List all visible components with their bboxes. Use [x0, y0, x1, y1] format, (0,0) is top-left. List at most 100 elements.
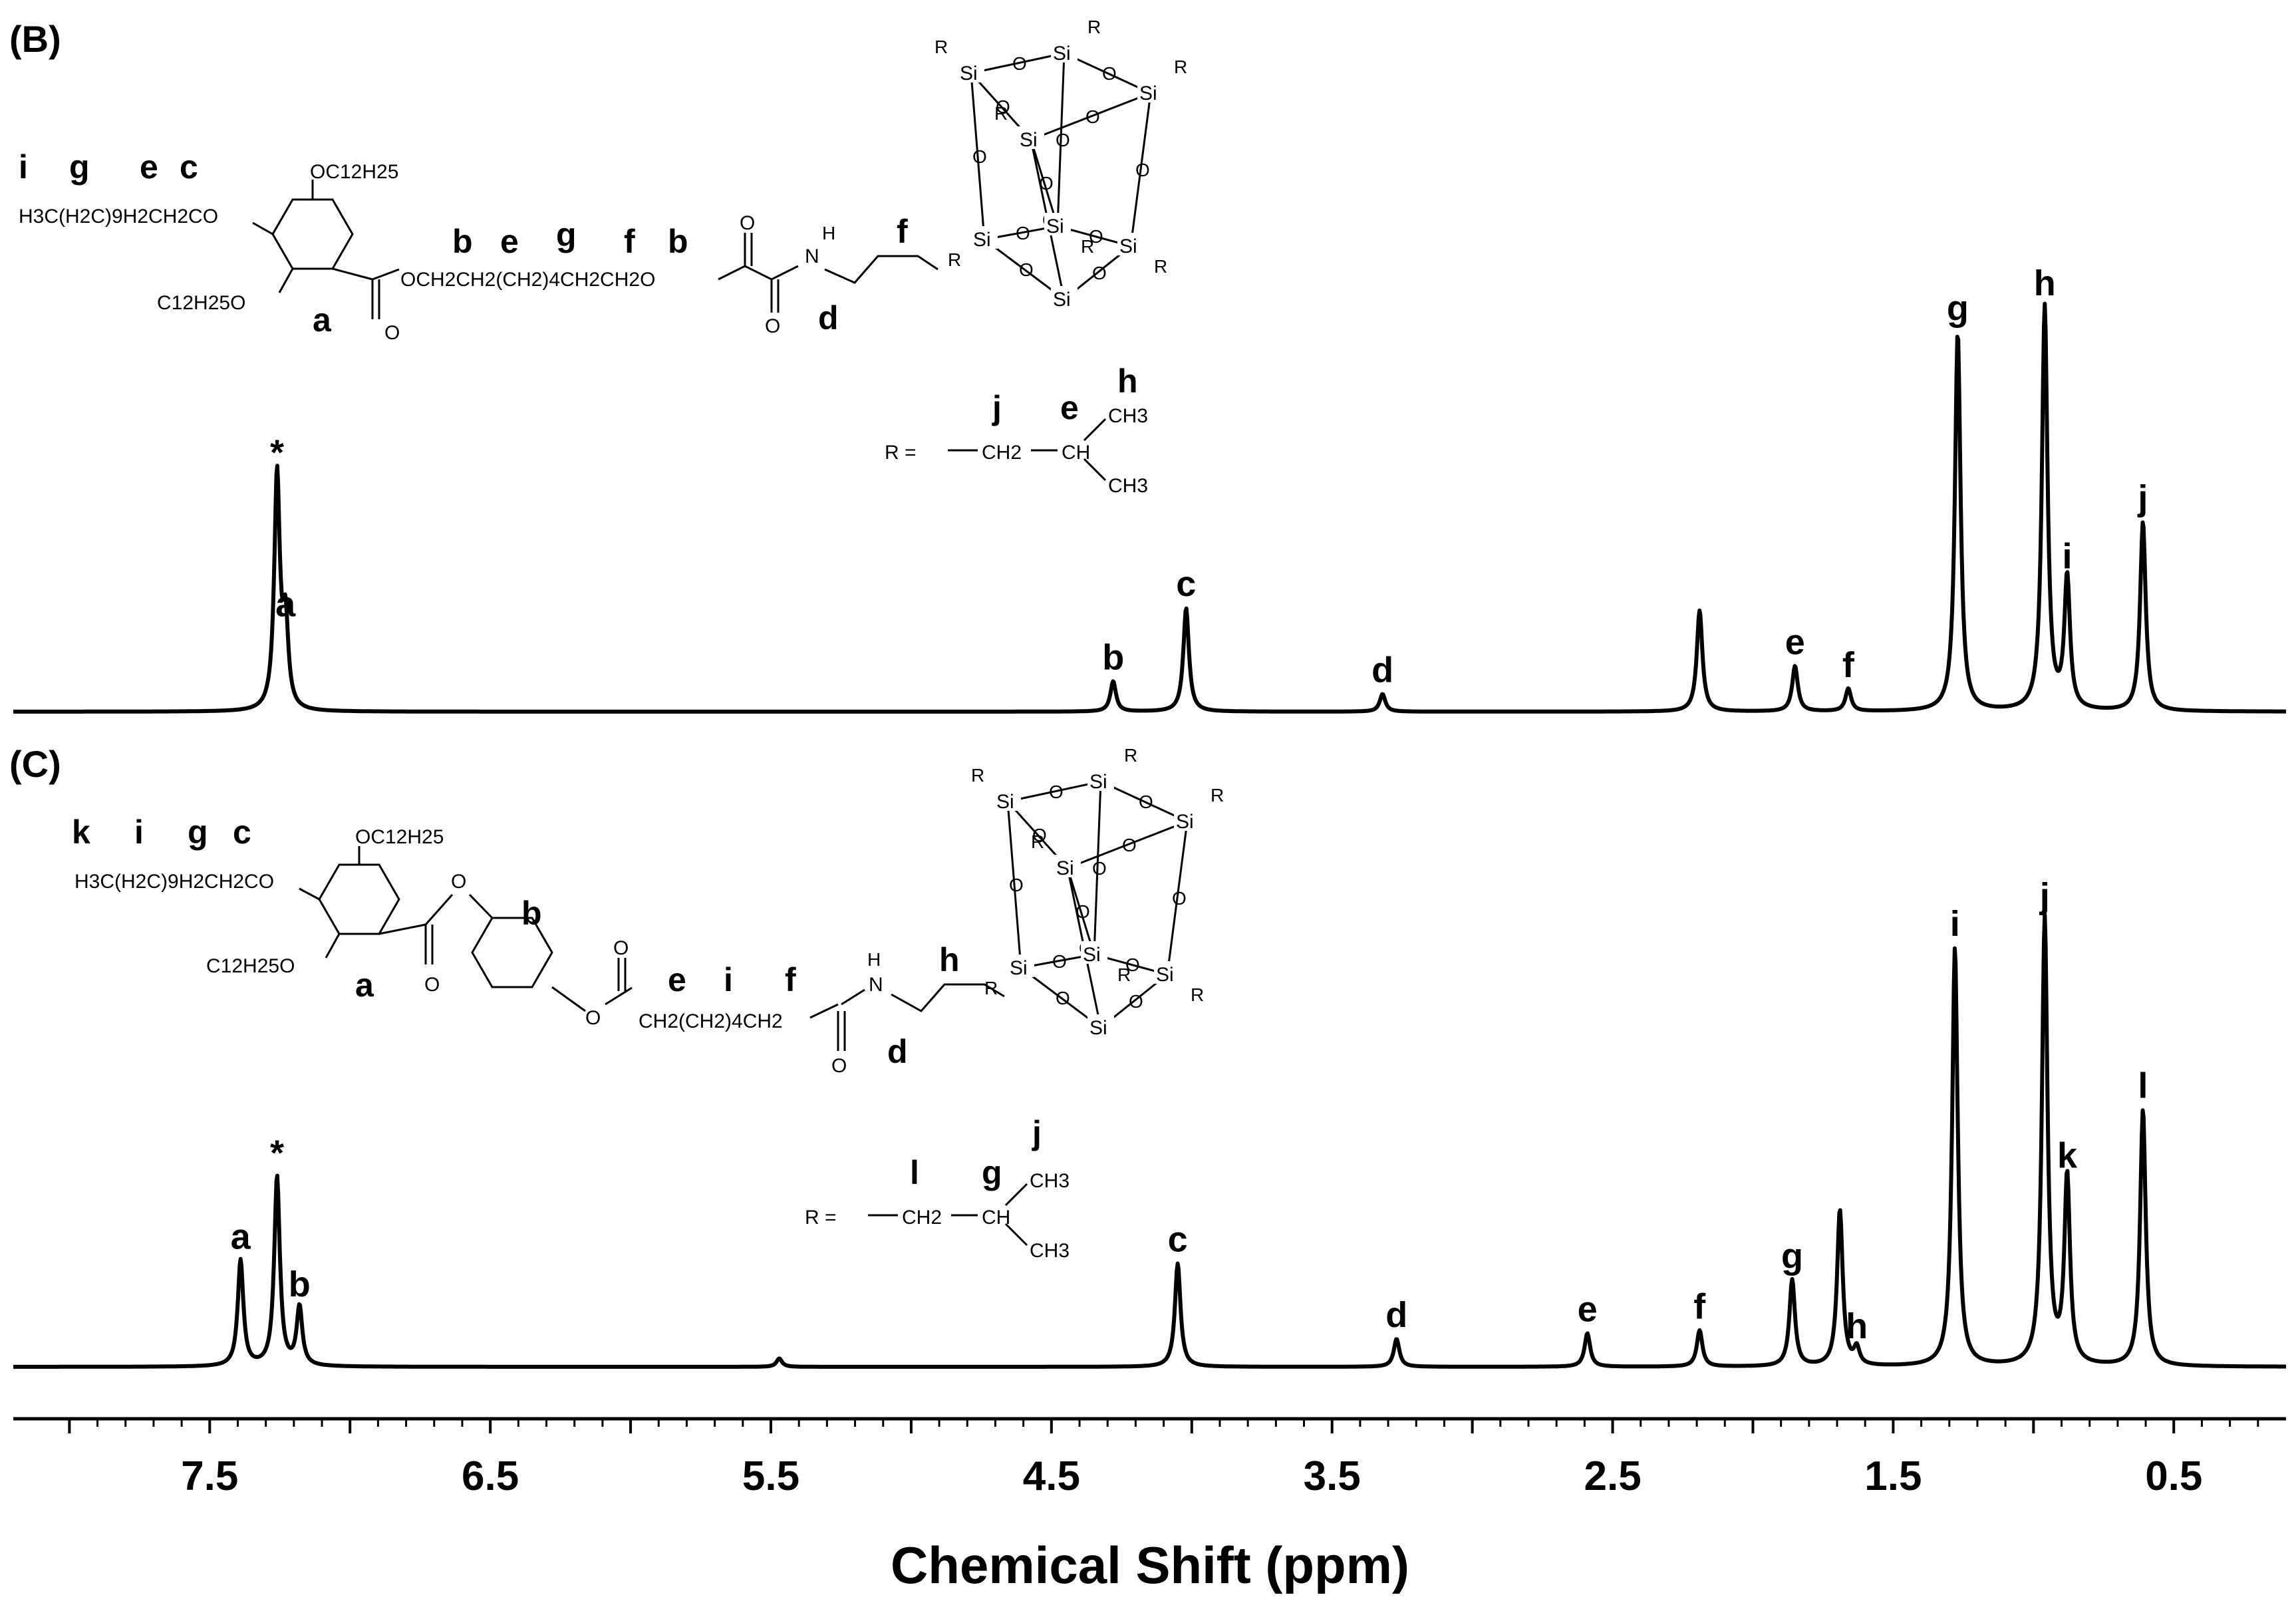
poss-r-group: R: [1191, 984, 1204, 1005]
structure-c-chain-label-f: f: [785, 961, 796, 998]
structure-b-label-i: i: [19, 148, 28, 186]
poss-r-group: R: [1031, 831, 1044, 852]
structure-c-acyl-chain: CH2(CH2)4CH2: [639, 1010, 783, 1032]
x-tick-label: 1.5: [1864, 1453, 1922, 1499]
svg-text:H: H: [822, 223, 835, 243]
peak-label-c-13: k: [2057, 1136, 2078, 1176]
poss-oxygen: O: [1129, 991, 1143, 1012]
peak-label-c-0: a: [231, 1217, 251, 1256]
svg-text:O: O: [585, 1007, 601, 1029]
structure-c: k i g c H3C(H2C)9H2CH2CO OC12H25 C12H25O…: [72, 745, 1224, 1262]
x-tick-label: 3.5: [1304, 1453, 1361, 1499]
peak-label-b-2: b: [1102, 637, 1124, 677]
peak-label-b-0: *: [270, 433, 284, 473]
x-tick-label: 6.5: [462, 1453, 519, 1499]
svg-text:O: O: [451, 871, 466, 893]
structure-b-r-ch3-bottom: CH3: [1108, 475, 1148, 497]
peak-label-c-1: *: [270, 1133, 284, 1173]
poss-r-group: R: [971, 765, 984, 786]
structure-c-chain-text: H3C(H2C)9H2CH2CO: [74, 871, 274, 893]
structure-b-label-c: c: [180, 148, 198, 186]
svg-text:H: H: [867, 949, 881, 970]
peak-label-c-11: i: [1950, 904, 1960, 944]
x-tick-label: 7.5: [181, 1453, 238, 1499]
structure-c-label-d: d: [887, 1033, 908, 1070]
structure-b-chain-label-e: e: [500, 223, 519, 260]
poss-silicon: Si: [1056, 857, 1074, 879]
poss-silicon: Si: [1176, 811, 1194, 833]
peak-label-c-4: c: [1168, 1220, 1188, 1260]
poss-oxygen: O: [1085, 106, 1100, 127]
poss-oxygen: O: [1056, 988, 1070, 1008]
structure-b-label-e: e: [140, 148, 158, 186]
poss-r-group: R: [934, 37, 948, 57]
poss-silicon: Si: [1089, 1017, 1107, 1039]
panel-label-b: (B): [9, 18, 61, 60]
poss-oxygen: O: [1049, 782, 1064, 802]
structure-c-r-ch2: CH2: [902, 1207, 942, 1229]
structure-c-label-c: c: [233, 813, 251, 851]
structure-b-sub-bottom: C12H25O: [157, 292, 245, 314]
poss-oxygen: O: [1122, 835, 1137, 855]
poss-oxygen: O: [1009, 875, 1024, 895]
structure-b-chain-text: H3C(H2C)9H2CH2CO: [19, 206, 218, 227]
x-tick-label: 5.5: [742, 1453, 799, 1499]
poss-silicon: Si: [973, 229, 991, 251]
structure-c-phenyl: [471, 917, 553, 988]
poss-oxygen: O: [1092, 263, 1107, 283]
peak-label-b-10: i: [2062, 536, 2072, 576]
structure-b-ester-chain: OCH2CH2(CH2)4CH2CH2O: [400, 269, 655, 291]
poss-oxygen: O: [1039, 173, 1054, 194]
structure-b-r-def: R =: [885, 442, 917, 464]
poss-oxygen: O: [1102, 63, 1117, 84]
svg-text:O: O: [424, 974, 440, 996]
structure-b-chain-label-b1: b: [452, 223, 473, 260]
peak-label-c-2: b: [289, 1264, 311, 1304]
peak-label-b-11: j: [2137, 478, 2148, 518]
peak-label-b-8: g: [1947, 289, 1969, 329]
poss-silicon: Si: [960, 63, 978, 84]
poss-r-group: R: [1154, 256, 1167, 277]
peak-label-c-14: l: [2138, 1066, 2148, 1106]
structure-c-poss-cage: OOOOOOOOOOOOOSiRSiRSiRSiRSiRSiRSiRSi: [971, 745, 1224, 1039]
structure-b-label-a: a: [313, 301, 332, 339]
poss-r-group: R: [1087, 17, 1101, 37]
poss-oxygen: O: [1076, 901, 1090, 922]
poss-silicon: Si: [1053, 289, 1071, 311]
poss-silicon: Si: [1020, 129, 1038, 151]
structure-c-sub-bottom: C12H25O: [206, 955, 295, 977]
peak-label-c-10: h: [1846, 1306, 1868, 1346]
structure-c-label-k: k: [72, 813, 90, 851]
structure-c-r-label-j: j: [1032, 1114, 1042, 1151]
structure-c-label-a: a: [355, 966, 374, 1004]
poss-silicon: Si: [996, 791, 1014, 813]
poss-r-group: R: [948, 249, 961, 270]
structure-b-chain-label-b2: b: [668, 223, 688, 260]
structure-b-r-label-e: e: [1060, 389, 1079, 426]
poss-r-group: R: [1211, 785, 1224, 806]
poss-oxygen: O: [1019, 259, 1034, 280]
poss-r-group: R: [1081, 236, 1094, 257]
structure-b-poss-cage: OOOOOOOOOOOOOSiRSiRSiRSiRSiRSiRSiRSi: [934, 17, 1187, 311]
poss-oxygen: O: [1172, 888, 1187, 909]
structure-c-r-ch3-bottom: CH3: [1030, 1240, 1070, 1262]
structure-b: i g e c H3C(H2C)9H2CH2CO OC12H25 C12H25O…: [19, 17, 1187, 497]
structure-b-chain-label-g: g: [556, 216, 577, 253]
structure-c-label-g: g: [188, 813, 208, 851]
structure-c-label-b: b: [521, 895, 542, 932]
x-tick-label: 2.5: [1584, 1453, 1641, 1499]
peak-label-b-3: c: [1176, 564, 1196, 604]
poss-oxygen: O: [1139, 792, 1153, 812]
structure-c-r-def: R =: [805, 1207, 837, 1229]
poss-silicon: Si: [1083, 944, 1101, 966]
poss-oxygen: O: [1089, 226, 1103, 247]
poss-silicon: Si: [1156, 964, 1174, 986]
poss-silicon: Si: [1046, 216, 1064, 237]
panel-label-c: (C): [9, 743, 61, 785]
poss-oxygen: O: [996, 96, 1010, 117]
structure-c-r-label-g: g: [982, 1154, 1002, 1191]
peak-label-b-1: a: [275, 585, 296, 625]
svg-text:O: O: [384, 322, 400, 344]
x-axis: 7.5 6.5 5.5 4.5 3.5 2.5 1.5 0.5: [13, 1417, 2286, 1499]
structure-c-r-label-l: l: [910, 1154, 919, 1191]
